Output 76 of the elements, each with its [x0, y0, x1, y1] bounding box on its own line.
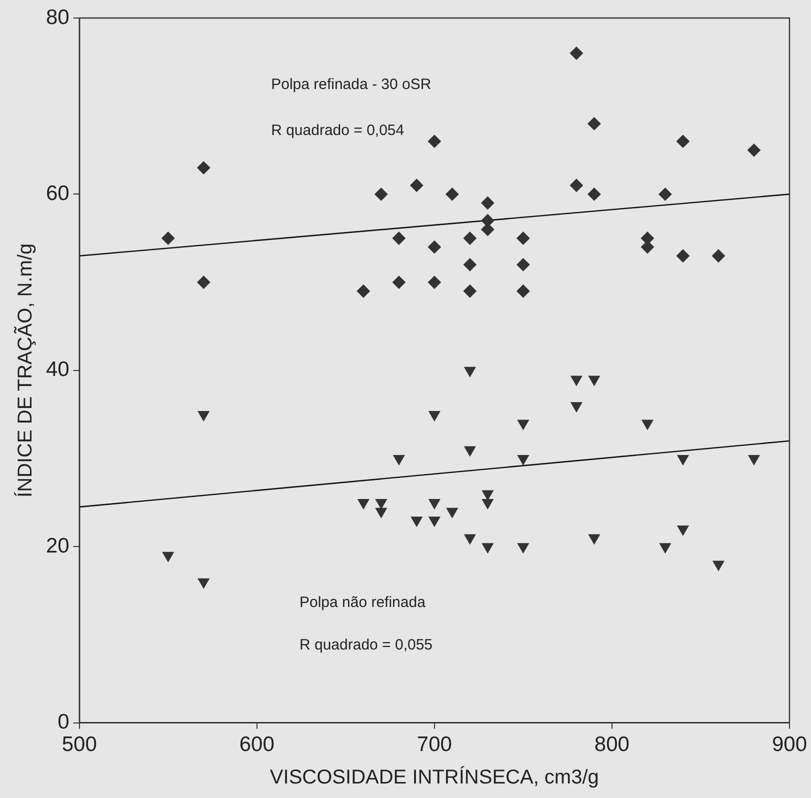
point [570, 178, 583, 192]
point [517, 455, 529, 465]
point [197, 161, 210, 174]
point [428, 516, 440, 527]
point [375, 499, 387, 510]
point [660, 543, 671, 554]
point [162, 232, 175, 245]
point [712, 560, 724, 571]
point [410, 516, 422, 527]
point [676, 134, 690, 148]
annotation: R quadrado = 0,054 [271, 122, 404, 139]
point [463, 232, 476, 245]
point [570, 402, 582, 412]
point [446, 188, 459, 201]
point [392, 232, 406, 245]
point [658, 188, 672, 201]
x-tick-label: 900 [772, 733, 808, 756]
x-tick-label: 500 [62, 733, 97, 756]
point [356, 284, 370, 298]
point [428, 276, 441, 289]
point [464, 534, 476, 544]
annotation: Polpa não refinada [299, 594, 426, 612]
point [428, 134, 441, 148]
x-tick-label: 700 [416, 733, 452, 756]
point [197, 276, 210, 289]
point [517, 420, 529, 430]
point [748, 455, 760, 465]
x-axis-title: VISCOSIDADE INTRÍNSECA, cm3/g [270, 766, 599, 789]
point [640, 240, 654, 254]
point [676, 249, 690, 262]
point [516, 284, 530, 298]
point [198, 410, 210, 421]
point [393, 455, 405, 465]
point [482, 499, 494, 510]
point [464, 366, 476, 377]
point [198, 578, 210, 588]
point [410, 178, 424, 192]
point [516, 258, 530, 272]
point [428, 499, 440, 510]
y-tick-label: 0 [58, 710, 70, 734]
y-tick-label: 80 [46, 6, 70, 29]
point [677, 455, 689, 465]
point [516, 232, 530, 245]
point [428, 410, 440, 421]
point [747, 144, 760, 157]
point [570, 46, 583, 60]
point [162, 552, 174, 562]
y-tick-label: 40 [46, 358, 70, 382]
point [588, 376, 600, 386]
point [358, 499, 370, 510]
point [464, 446, 476, 456]
point [482, 490, 494, 500]
point [463, 284, 476, 298]
point [677, 525, 689, 536]
point [392, 276, 406, 289]
point [481, 196, 494, 210]
x-tick-label: 600 [239, 733, 274, 756]
y-axis-title: ÍNDICE DE TRAÇÃO, N.m/g [14, 243, 37, 498]
point [588, 534, 600, 544]
point [517, 543, 529, 554]
point [375, 508, 387, 518]
point [712, 249, 725, 262]
annotation: Polpa refinada - 30 oSR [271, 76, 432, 94]
y-tick-label: 20 [46, 534, 70, 558]
point [428, 240, 441, 254]
point [588, 117, 601, 130]
point [570, 376, 582, 386]
x-tick-label: 800 [594, 733, 630, 756]
point [463, 258, 476, 272]
annotation: R quadrado = 0,055 [299, 636, 433, 654]
point [374, 188, 388, 201]
point [588, 188, 601, 201]
y-tick-label: 60 [46, 182, 70, 205]
point [482, 543, 494, 554]
point [642, 420, 654, 430]
point [446, 508, 458, 518]
